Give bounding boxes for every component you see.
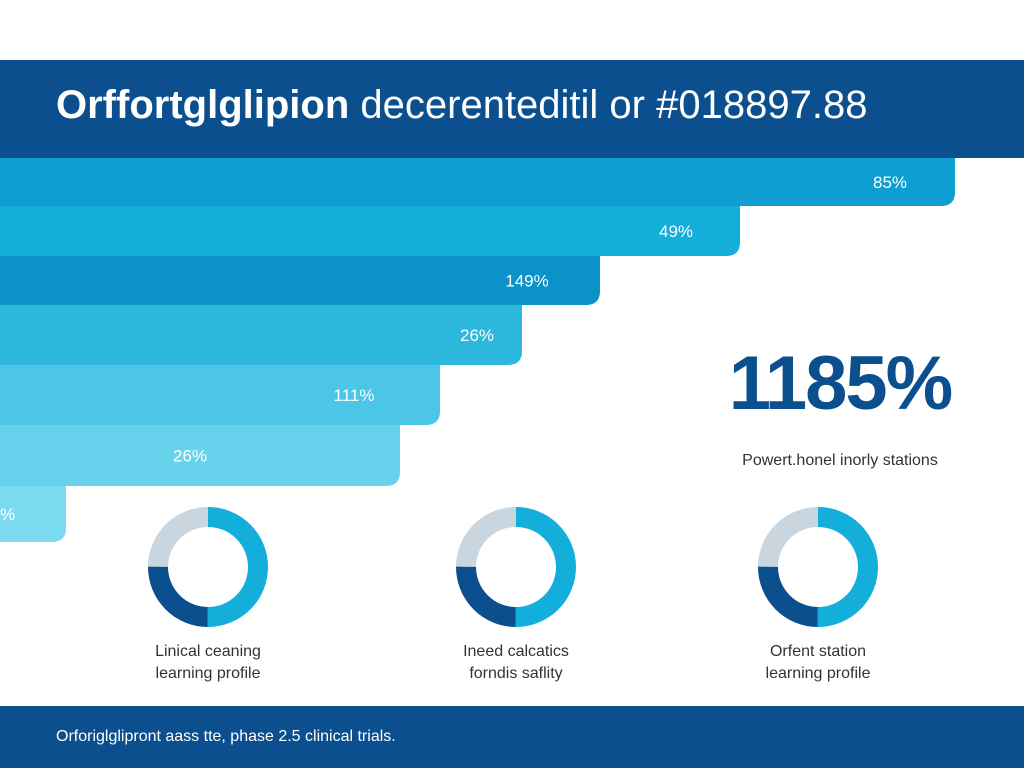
funnel-bar-label-7: % — [0, 505, 15, 524]
donut-caption-2: Ineed calcatics forndis saflity — [396, 641, 636, 685]
donut-2-segment-1 — [456, 507, 576, 627]
donut-caption-2-line2: forndis saflity — [469, 665, 563, 682]
donut-1-segment-2 — [148, 507, 268, 627]
donut-caption-3-line1: Orfent station — [769, 643, 867, 660]
donut-chart-3 — [758, 507, 878, 627]
title-bold: Orffortglglipion — [56, 83, 350, 127]
funnel-bar-label-6: 26% — [173, 447, 207, 466]
funnel-bar-7 — [0, 486, 66, 542]
title-rest: decerenteditil or #018897.88 — [360, 83, 868, 127]
donut-caption-1-line1: Linical ceaning — [155, 643, 261, 660]
highlight-value: 1185% — [728, 341, 953, 426]
donut-chart-2 — [456, 507, 576, 627]
donut-1-segment-1 — [148, 507, 268, 627]
footer-text: Orforiglglipront aass tte, phase 2.5 cli… — [56, 728, 396, 745]
funnel-bar-label-2: 49% — [659, 222, 693, 241]
donut-caption-3-line2: learning profile — [765, 665, 871, 682]
donut-3-segment-2 — [758, 507, 878, 627]
donut-caption-3: Orfent station learning profile — [698, 641, 938, 685]
funnel-bar-4 — [0, 305, 522, 365]
donut-caption-1-line2: learning profile — [155, 665, 261, 682]
funnel-bar-3 — [0, 256, 600, 305]
donut-3-segment-1 — [758, 507, 878, 627]
funnel-bar-6 — [0, 425, 400, 486]
donut-caption-2-line1: Ineed calcatics — [463, 643, 569, 660]
donut-chart-1 — [148, 507, 268, 627]
donut-2-segment-2 — [456, 507, 576, 627]
funnel-bar-label-1: 85% — [873, 173, 907, 192]
donut-caption-1: Linical ceaning learning profile — [88, 641, 328, 685]
header-band — [0, 60, 1024, 158]
funnel-bar-label-3: 149% — [505, 272, 548, 291]
funnel-bar-label-5: 111% — [334, 386, 375, 405]
donut-card-2: Ineed calcatics forndis saflity — [396, 505, 636, 685]
highlight-caption: Powert.honel inorly stations — [742, 452, 938, 469]
funnel-bar-label-4: 26% — [460, 326, 494, 345]
funnel-bar-2 — [0, 206, 740, 256]
donut-card-3: Orfent station learning profile — [698, 505, 938, 685]
donut-card-1: Linical ceaning learning profile — [88, 505, 328, 685]
page-title: Orffortglglipion decerenteditil or #0188… — [56, 80, 867, 130]
funnel-bar-1 — [0, 158, 955, 206]
funnel-bar-5 — [0, 365, 440, 425]
footer-band — [0, 706, 1024, 768]
